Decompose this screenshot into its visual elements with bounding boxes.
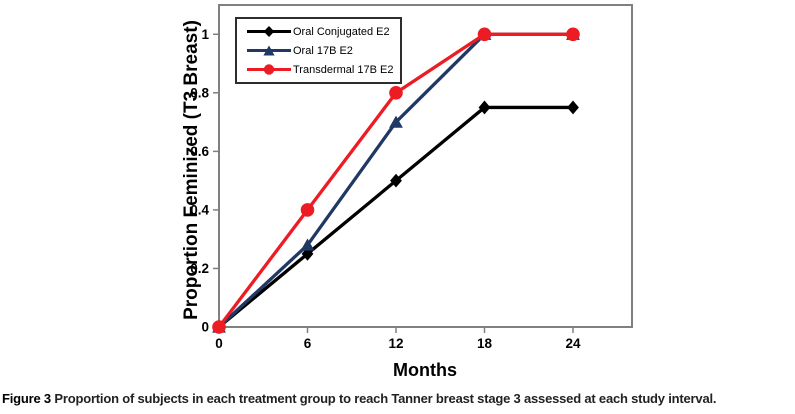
figure-caption-text: Proportion of subjects in each treatment… [54,391,717,406]
x-tick-label: 0 [215,336,223,351]
figure-caption: Figure 3 Proportion of subjects in each … [2,391,793,406]
legend-line-diamond-icon [247,26,291,37]
legend-line-circle-icon [247,64,291,75]
marker-diamond [390,173,402,188]
legend-label: Transdermal 17B E2 [293,63,394,76]
legend-label: Oral 17B E2 [293,44,353,57]
series-line-0 [217,105,573,329]
legend: Oral Conjugated E2 Oral 17B E2 Transderm… [235,17,402,84]
x-tick-label: 24 [565,336,581,351]
marker-circle [300,203,315,217]
chart-plot: 0 6 12 18 24 0 0.2 0.4 0.6 0.8 1 [190,4,633,351]
x-tick-label: 6 [304,336,312,351]
marker-diamond [478,100,491,115]
x-axis-title: Months [393,360,457,380]
x-tick-label: 18 [477,336,493,351]
marker-triangle [389,115,403,128]
plot-frame [218,4,633,328]
marker-circle [212,320,226,334]
x-tick-label: 12 [388,336,403,351]
legend-item-oral-17b-e2: Oral 17B E2 [246,44,396,57]
marker-diamond [567,100,579,115]
marker-circle [477,27,492,42]
y-tick-label: 1 [201,27,209,42]
figure-caption-label: Figure 3 [2,391,51,406]
legend-item-transdermal-17b-e2: Transdermal 17B E2 [246,63,396,76]
y-tick-label: 0.4 [190,203,209,218]
legend-line-triangle-icon [247,45,291,56]
marker-triangle [300,238,315,251]
y-tick-label: 0.8 [190,86,209,101]
marker-diamond [301,246,314,261]
y-tick-label: 0 [201,320,209,335]
y-tick-label: 0.2 [190,261,209,276]
legend-label: Oral Conjugated E2 [293,25,390,38]
y-tick-label: 0.6 [190,144,209,159]
marker-circle [389,86,403,100]
marker-circle [566,27,580,42]
legend-item-oral-conjugated-e2: Oral Conjugated E2 [246,25,396,38]
